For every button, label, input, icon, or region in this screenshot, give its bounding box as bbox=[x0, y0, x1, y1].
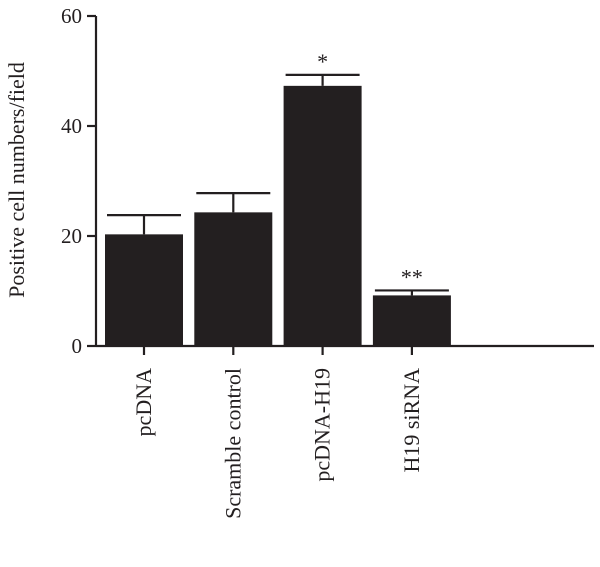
significance-mark: * bbox=[317, 49, 328, 74]
bar bbox=[105, 234, 183, 346]
x-tick-label: H19 siRNA bbox=[399, 368, 424, 473]
y-tick-label: 20 bbox=[61, 224, 82, 248]
y-tick-label: 40 bbox=[61, 114, 82, 138]
bar bbox=[194, 212, 273, 346]
x-tick-label: pcDNA-H19 bbox=[310, 368, 335, 482]
x-tick-label: Scramble control bbox=[220, 368, 245, 519]
y-tick-label: 60 bbox=[61, 4, 82, 28]
x-tick-label: pcDNA bbox=[131, 368, 156, 437]
bar bbox=[283, 85, 362, 346]
significance-mark: ** bbox=[401, 264, 423, 289]
bar bbox=[372, 295, 451, 346]
plot-area: 0 20 40 60 pcDNA Scramble control pcDNA-H19 * H1… bbox=[61, 4, 594, 519]
y-tick-label: 0 bbox=[72, 334, 83, 358]
y-axis-title: Positive cell numbers/field bbox=[4, 62, 29, 298]
